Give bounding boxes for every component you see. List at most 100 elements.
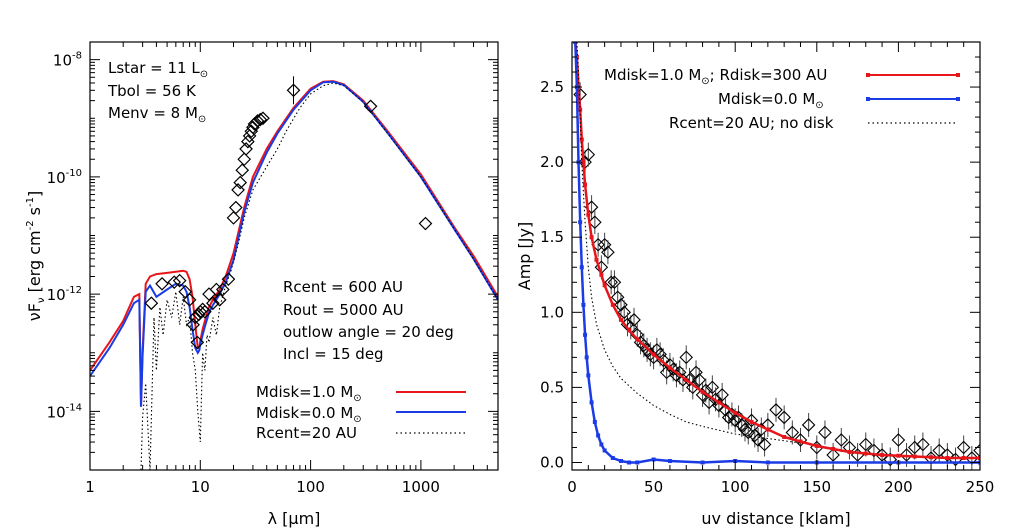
visibility-series-marker [978,455,980,460]
visibility-observation-point [757,437,772,452]
visibility-observation-point [597,237,612,252]
visibility-series-marker [798,439,803,444]
sed-observation-point [239,142,253,156]
visibility-observation-point [891,433,906,447]
annotation-rout: Rout = 5000 AU [283,301,404,319]
visibility-observation-point [640,343,654,357]
sed-observation-point [182,292,197,307]
sed-y-tick-label: 10-12 [47,285,82,304]
visibility-observation-point [899,448,914,462]
visibility-series-marker [627,460,632,465]
visibility-observation-point [607,275,622,290]
visibility-observation-point [669,368,684,383]
sed-chart: 1 10 100 1000 10-14 10-12 10-10 10-8 νFν [erg c… [25,41,499,528]
visibility-series-marker [765,427,770,432]
visibility-series-marker [579,265,584,270]
sed-y-tick-label: 10-10 [47,168,82,187]
visibility-series-marker [945,455,950,460]
visibility-series-marker [814,443,819,448]
sed-x-tick-label: 1000 [402,478,440,496]
visibility-observation-point [601,245,615,260]
legend-marker-blue-start [866,97,870,101]
visibility-observation-point [741,425,756,440]
visibility-series-marker [589,235,594,240]
sed-x-tick-label: 10 [191,478,210,496]
sed-observation-point [250,114,265,128]
visibility-observation-point [689,365,703,380]
sed-observation-point [212,292,227,307]
visibility-series-marker [912,454,917,459]
visibility-series-marker [782,434,787,439]
visibility-series-marker [635,337,640,342]
visibility-series-marker [716,400,721,405]
visibility-series-marker [583,182,588,187]
sed-observation-point [186,317,200,332]
visibility-observation-point [699,383,713,398]
legend-marker-red-start [866,73,870,77]
visibility-series-marker [627,328,632,333]
visibility-observation-point [705,380,720,395]
visibility-observation-point [610,290,625,305]
visibility-series-marker [602,448,607,453]
visibility-observation-point [617,305,632,320]
visibility-observation-point [883,452,898,467]
sed-observation-point [144,296,159,311]
visibility-series-marker [589,400,594,405]
visibility-series-marker [667,365,672,370]
visibility-y-axis-label: Amp [Jy] [515,222,534,290]
sed-x-axis-label: λ [μm] [268,509,321,528]
visibility-observation-point [956,440,971,455]
sed-observation-point [155,276,169,291]
visibility-observation-point [591,237,605,252]
visibility-series-marker [578,220,583,225]
visibility-observation-point [940,448,955,462]
annotation-lstar: Lstar = 11 L⊙ [108,59,208,80]
sed-observation-point [253,112,268,127]
visibility-observation-point [858,437,873,452]
visibility-y-tick-label: 1.5 [540,228,564,246]
visibility-series-marker [578,107,583,112]
visibility-series-marker [847,449,852,454]
legend-entry-rcent: Rcent=20 AU [256,424,357,442]
sed-observation-point [198,304,212,319]
visibility-series-marker [667,458,672,463]
sed-y-axis-label: νFν [erg cm-2 s-1] [25,191,47,321]
visibility-series-marker [586,373,591,378]
sed-observation-point [226,211,241,225]
sed-observation-point [247,117,262,131]
sed-observation-point [228,200,243,215]
legend-entry-mdisk1-rdisk: Mdisk=1.0 M⊙; Rdisk=300 AU [604,66,827,87]
visibility-plot-frame [571,41,981,471]
visibility-observation-point [834,433,849,447]
visibility-series-marker [684,377,689,382]
visibility-series-marker [880,452,885,457]
visibility-x-tick-label: 0 [567,478,577,496]
visibility-observation-point [731,410,746,425]
visibility-series-marker [618,458,623,463]
visibility-series-marker [863,451,868,456]
sed-observation-point [363,99,378,114]
visibility-observation-point [728,413,742,428]
visibility-observation-point [663,358,677,372]
visibility-series-marker [581,302,586,307]
visibility-series-marker [599,442,604,447]
visibility-series-marker [700,460,705,465]
visibility-series-marker [831,446,836,451]
visibility-y-tick-label: 2.5 [540,78,564,96]
visibility-observation-point [973,443,980,458]
sed-observation-point [188,310,203,325]
visibility-observation-point [721,410,736,425]
annotation-menv: Menv = 8 M⊙ [108,104,206,125]
visibility-observation-point [695,388,710,402]
visibility-series-marker [586,212,591,217]
visibility-observation-point [867,443,881,458]
visibility-observation-point [679,350,694,365]
visibility-series-marker [896,453,901,458]
visibility-series-line-2 [576,42,801,444]
visibility-observation-point [702,395,716,410]
visibility-series-line-1 [574,42,980,464]
visibility-observation-point [965,451,979,465]
visibility-x-tick-label: 250 [966,478,995,496]
visibility-observation-point [751,433,765,447]
